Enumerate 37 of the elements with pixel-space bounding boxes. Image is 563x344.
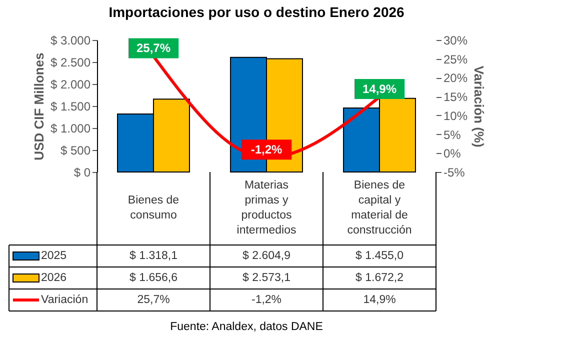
legend-label: Variación [41,294,88,306]
data-label: 14,9% [363,294,396,306]
text: 14,9% [362,82,397,96]
text: 25,7% [136,41,171,56]
y-tick-label: $ 1.500 [50,100,91,114]
x-tick-label: Materias primas y productos intermedios [236,180,296,236]
data-label: $ 2.604,9 [242,250,290,262]
y2-tick-label: 0% [444,146,462,161]
text: -1,2% [250,142,282,157]
y2-tick-label: 20% [444,71,468,86]
y-tick-label: $ 500 [60,144,91,158]
data-label: $ 1.318,1 [130,250,178,262]
y-tick-label: $ 3.000 [50,34,91,48]
y-tick-label: $ 1.000 [50,122,91,136]
y2-tick-label: 30% [444,34,468,48]
data-label: 25,7% [137,294,170,306]
data-label: $ 1.672,2 [356,272,404,284]
x-tick-label: Bienes de consumo [128,194,180,222]
y2-tick-label: 25% [444,52,468,66]
y2-tick-label: 15% [444,90,468,104]
data-label: $ 2.573,1 [242,272,290,284]
y-tick-label: $ 2.500 [50,56,91,70]
y-axis-title: USD CIF Millones [31,52,46,160]
x-tick-label: Bienes de capital y material de construcción [347,180,412,236]
y2-tick-label: -5% [444,166,466,180]
y-tick-label: $ 0 [74,166,91,180]
data-label: -1,2% [251,294,282,306]
y2-tick-label: 5% [444,128,462,142]
chart-title: Importaciones por uso o destino Enero 2026 [108,4,405,20]
y2-axis-title: Variación (%) [472,66,487,148]
y-tick-label: $ 2.000 [50,78,91,92]
legend-label: 2025 [41,250,67,262]
data-label: $ 1.656,6 [130,272,178,284]
legend-label: 2026 [41,272,67,284]
data-label: $ 1.455,0 [356,250,404,262]
y2-tick-label: 10% [444,108,468,123]
source-note: Fuente: Analdex, datos DANE [170,321,324,333]
